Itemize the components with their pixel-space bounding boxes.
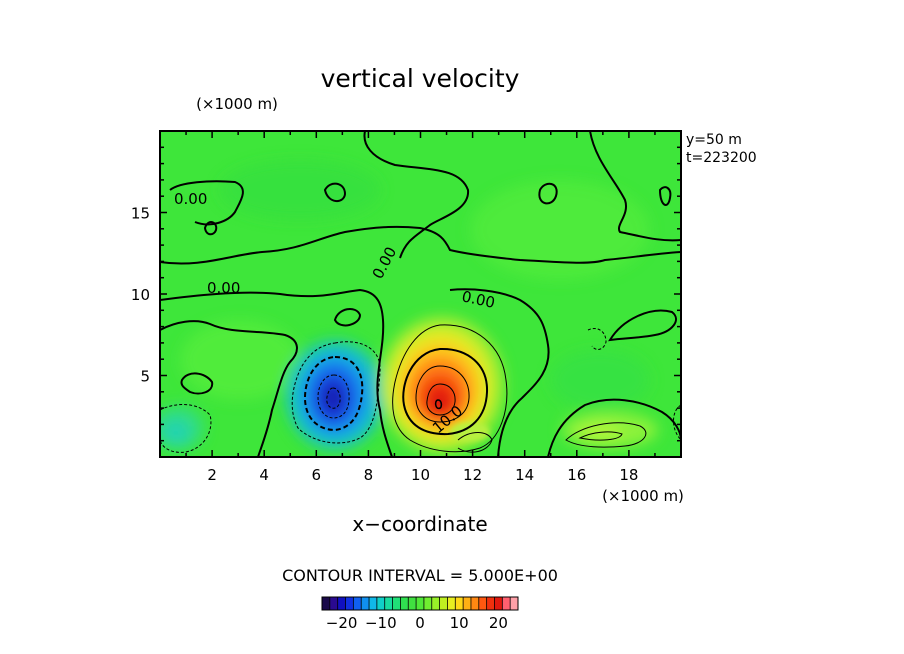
neg-contour-15 bbox=[317, 374, 350, 419]
colorbar-swatch bbox=[337, 597, 346, 610]
zero-contour-upper-left bbox=[169, 180, 244, 226]
colorbar-swatch bbox=[510, 597, 519, 610]
colorbar-swatch bbox=[431, 597, 440, 610]
colorbar-swatch bbox=[478, 597, 487, 610]
pos-contour-low-mid bbox=[457, 432, 493, 453]
zero-contour-upper bbox=[160, 225, 681, 265]
colorbar-swatch bbox=[502, 597, 511, 610]
colorbar-swatch bbox=[353, 597, 362, 610]
zero-contour-blob-c bbox=[333, 308, 362, 327]
zero-contour-blob-e bbox=[180, 372, 214, 395]
zero-contour-right-blob bbox=[608, 309, 677, 342]
colorbar-tick-label: 10 bbox=[450, 614, 469, 632]
zero-contour-left-lower bbox=[160, 320, 298, 457]
colorbar-swatch bbox=[384, 597, 393, 610]
chart-title: vertical velocity bbox=[321, 64, 520, 93]
colorbar-swatch bbox=[376, 597, 386, 610]
y-tick-label: 5 bbox=[140, 368, 150, 386]
x-tick-label: 18 bbox=[619, 466, 638, 484]
x-tick-label: 16 bbox=[567, 466, 586, 484]
colorbar-swatch bbox=[392, 597, 401, 610]
zero-contour-top bbox=[363, 131, 470, 259]
zero-contour-blob-d bbox=[203, 221, 218, 236]
neg-contour-20 bbox=[326, 387, 341, 409]
colorbar bbox=[321, 596, 519, 611]
contour-lines bbox=[160, 131, 681, 457]
colorbar-swatch bbox=[455, 597, 464, 610]
colorbar-tick-label: 20 bbox=[489, 614, 508, 632]
neg-contour-right-edge bbox=[673, 404, 681, 441]
zero-contour-blob-f bbox=[658, 186, 672, 206]
colorbar-swatch bbox=[486, 597, 495, 610]
x-axis-label: x−coordinate bbox=[352, 512, 487, 536]
colorbar-swatch bbox=[408, 597, 417, 610]
zero-contour-right-lower bbox=[547, 398, 681, 457]
colorbar-tick-label: −10 bbox=[365, 614, 397, 632]
y-axis: 5 10 15 bbox=[131, 146, 681, 442]
colorbar-swatch bbox=[361, 597, 370, 610]
pos-contour-25 bbox=[434, 399, 443, 410]
pos-contour-10 bbox=[402, 347, 489, 436]
pos-contour-right-low bbox=[565, 422, 647, 448]
x-tick-label: 12 bbox=[463, 466, 482, 484]
info-y-label: y=50 m bbox=[686, 132, 742, 148]
colorbar-swatch bbox=[423, 597, 433, 610]
colorbar-swatch bbox=[400, 597, 409, 610]
y-unit-label: (×1000 m) bbox=[196, 95, 278, 113]
colorbar-swatch bbox=[470, 597, 480, 610]
x-tick-label: 10 bbox=[411, 466, 430, 484]
zero-contour-right-top bbox=[589, 131, 681, 242]
neg-contour-10 bbox=[303, 355, 364, 432]
contour-interval-label: CONTOUR INTERVAL = 5.000E+00 bbox=[282, 566, 558, 585]
colorbar-labels: −20 −10 0 10 20 bbox=[326, 614, 508, 632]
x-tick-label: 8 bbox=[364, 466, 374, 484]
colorbar-swatch bbox=[447, 597, 456, 610]
x-tick-label: 4 bbox=[259, 466, 269, 484]
zero-contour-blob-a bbox=[323, 182, 347, 202]
x-tick-label: 6 bbox=[312, 466, 322, 484]
contour-label: 0.00 bbox=[174, 190, 207, 208]
neg-contour-right-small bbox=[587, 328, 607, 350]
pos-contour-right-inner bbox=[578, 431, 623, 441]
colorbar-frame bbox=[321, 596, 519, 611]
colorbar-swatch bbox=[322, 597, 331, 610]
colorbar-tick-label: 0 bbox=[415, 614, 425, 632]
neg-contour-left-low bbox=[160, 404, 212, 453]
colorbar-swatch bbox=[329, 597, 338, 610]
x-tick-label: 2 bbox=[207, 466, 217, 484]
zero-contour-right-middle bbox=[449, 288, 550, 457]
pos-contour-20 bbox=[426, 383, 456, 416]
colorbar-swatch bbox=[416, 597, 425, 610]
contour-label: 0.00 bbox=[207, 279, 240, 297]
colorbar-swatch bbox=[369, 597, 378, 610]
colorbar-tick-label: −20 bbox=[326, 614, 358, 632]
zero-contour-blob-b bbox=[538, 182, 558, 205]
x-tick-label: 14 bbox=[515, 466, 534, 484]
neg-contour-5 bbox=[291, 341, 381, 444]
info-t-label: t=223200 bbox=[686, 150, 757, 166]
y-tick-label: 15 bbox=[131, 205, 150, 223]
x-unit-label: (×1000 m) bbox=[602, 487, 684, 505]
colorbar-swatch bbox=[345, 597, 354, 610]
pos-contour-15 bbox=[415, 365, 470, 423]
x-axis: 2 4 6 8 10 12 14 16 18 bbox=[185, 131, 656, 484]
y-tick-label: 10 bbox=[131, 286, 150, 304]
colorbar-swatch bbox=[439, 597, 448, 610]
heatmap-field: 0.00 0.00 0.00 0.00 10.0 bbox=[160, 131, 681, 457]
colorbar-swatch bbox=[463, 597, 472, 610]
pos-contour-5 bbox=[392, 324, 508, 453]
zero-contour-middle bbox=[160, 288, 393, 457]
colorbar-swatch bbox=[494, 597, 503, 610]
